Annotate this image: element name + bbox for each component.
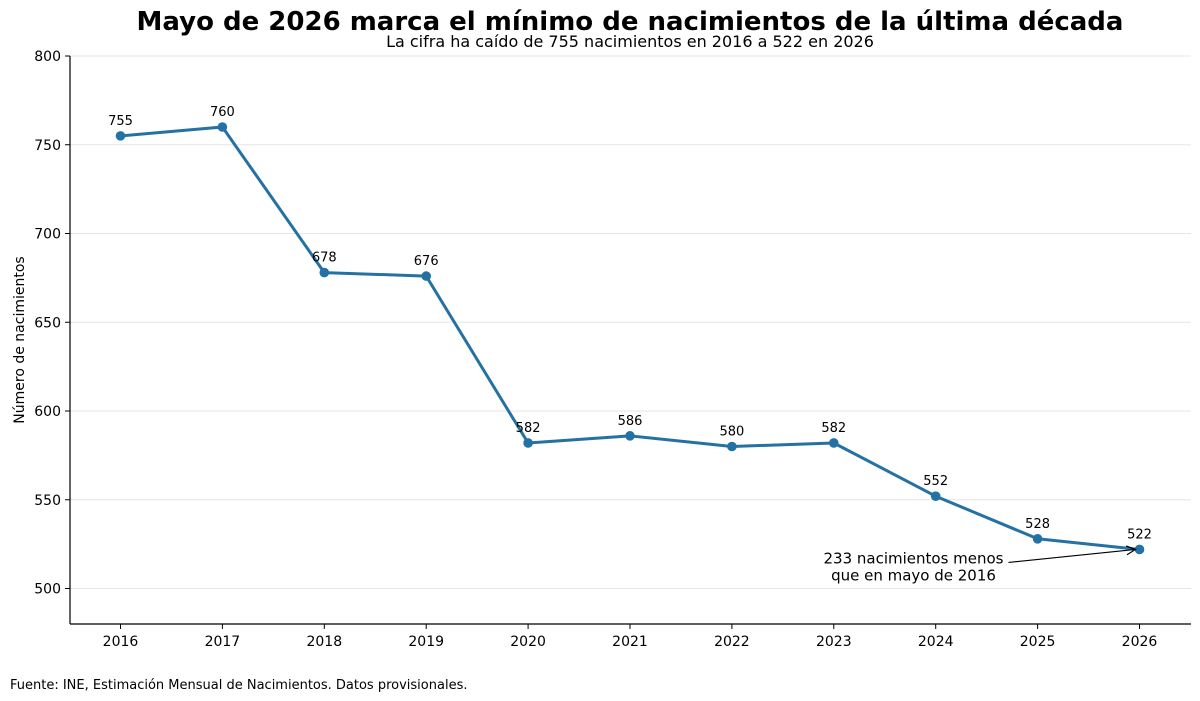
data-label-2018: 678: [312, 251, 337, 266]
data-labels: 755 760 678 676 582 586 580 582 552 528 522: [108, 105, 1152, 542]
gridlines: [70, 55, 1191, 589]
data-point-2022: [727, 441, 737, 452]
chart-title: Mayo de 2026 marca el mínimo de nacimien…: [137, 7, 1124, 37]
data-label-2020: 582: [516, 421, 541, 436]
x-tick-label-2020: 2020: [510, 634, 546, 650]
y-axis-label: Número de nacimientos: [12, 256, 28, 423]
x-tick-label-2026: 2026: [1122, 634, 1158, 650]
annotation-text-line-2: que en mayo de 2016: [831, 566, 996, 584]
y-tick-label-700: 700: [34, 227, 61, 243]
data-label-2026: 522: [1127, 527, 1152, 542]
x-tick-label-2022: 2022: [714, 634, 750, 650]
data-label-2019: 676: [414, 254, 439, 269]
annotation: 233 nacimientos menos que en mayo de 201…: [823, 545, 1137, 584]
x-ticks: 2016 2017 2018 2019 2020 2021 2022 2023 2024 2025…: [103, 624, 1158, 650]
y-tick-label-500: 500: [34, 582, 61, 598]
y-tick-label-800: 800: [34, 49, 61, 65]
x-tick-label-2018: 2018: [306, 634, 342, 650]
data-point-2019: [421, 271, 432, 281]
y-tick-label-750: 750: [34, 138, 61, 154]
x-tick-label-2021: 2021: [612, 634, 648, 650]
data-label-2022: 580: [719, 425, 744, 440]
annotation-text-line-1: 233 nacimientos menos: [823, 549, 1003, 567]
axes: [69, 56, 1191, 625]
series-line: [120, 125, 1140, 551]
data-point-2026: [1134, 544, 1145, 555]
x-tick-label-2019: 2019: [408, 634, 444, 650]
data-point-2025: [1032, 534, 1043, 544]
data-point-2016: [115, 131, 126, 141]
annotation-arrowhead: [1125, 545, 1137, 556]
y-ticks: 500 550 600 650 700 750 800: [34, 49, 70, 598]
data-label-2021: 586: [618, 414, 643, 429]
data-label-2017: 760: [210, 105, 235, 120]
data-point-2023: [829, 438, 839, 448]
data-label-2024: 552: [923, 474, 948, 489]
y-tick-label-550: 550: [34, 493, 61, 509]
x-tick-label-2024: 2024: [918, 634, 954, 650]
x-tick-label-2017: 2017: [205, 634, 241, 650]
data-points: [115, 122, 1145, 555]
y-tick-label-600: 600: [34, 404, 61, 420]
data-label-2025: 528: [1025, 517, 1050, 532]
chart-subtitle: La cifra ha caído de 755 nacimientos en …: [386, 32, 874, 51]
data-label-2023: 582: [821, 421, 846, 436]
x-tick-label-2016: 2016: [103, 634, 139, 650]
source-note: Fuente: INE, Estimación Mensual de Nacim…: [10, 678, 467, 693]
data-label-2016: 755: [108, 114, 133, 129]
x-tick-label-2023: 2023: [816, 634, 852, 650]
y-tick-label-650: 650: [34, 315, 61, 331]
data-point-2017: [217, 122, 228, 132]
annotation-arrow: [1008, 548, 1136, 564]
data-point-2018: [319, 267, 330, 278]
data-point-2024: [930, 491, 941, 502]
x-tick-label-2025: 2025: [1020, 634, 1056, 650]
data-point-2020: [523, 438, 533, 448]
data-point-2021: [625, 431, 635, 441]
